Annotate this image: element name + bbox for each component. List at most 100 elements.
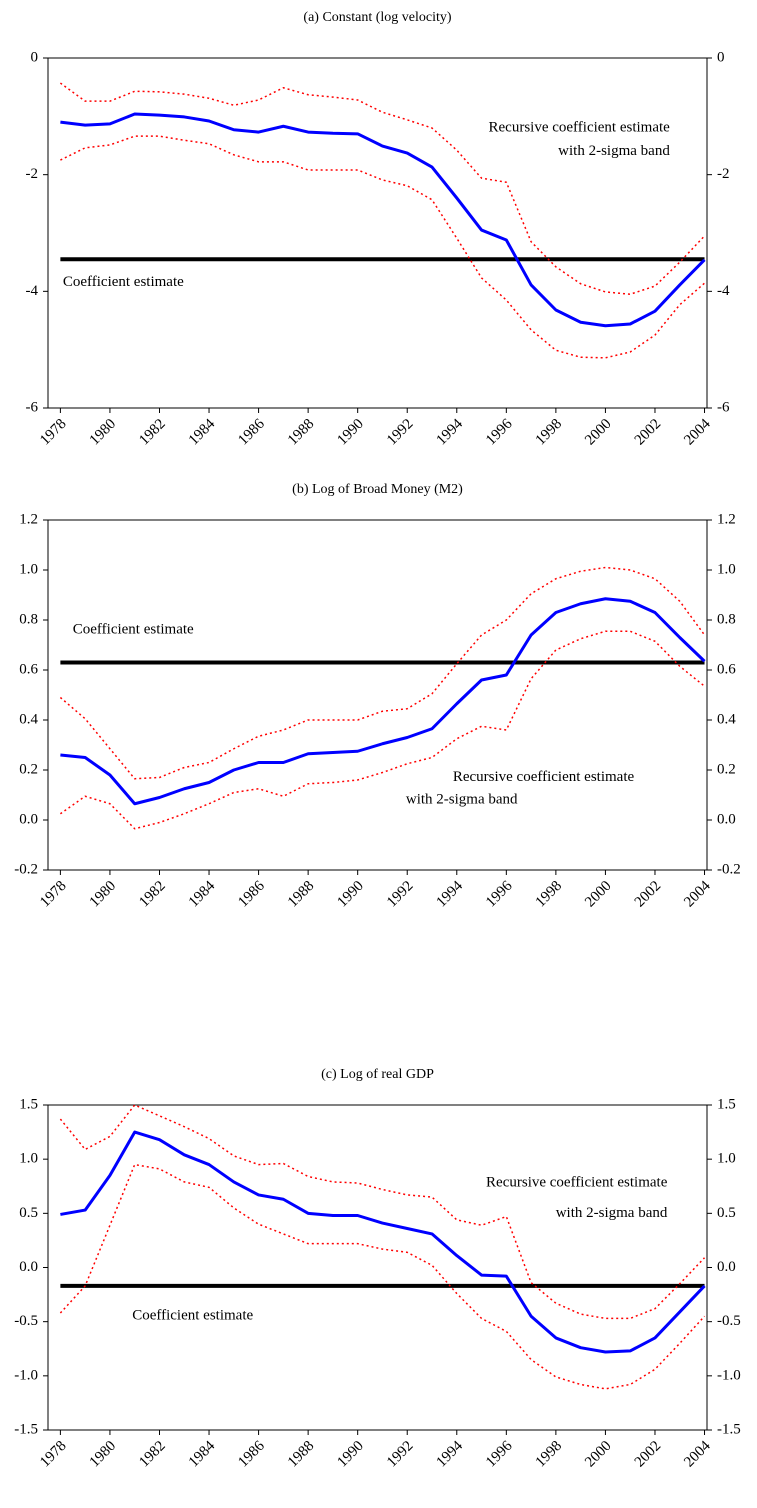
band-label: Recursive coefficient estimate	[489, 119, 671, 135]
x-tick-label: 2004	[681, 878, 714, 911]
x-tick-label: 2004	[681, 1438, 714, 1471]
x-tick-label: 1978	[37, 878, 70, 911]
x-tick-label: 1990	[334, 1438, 367, 1471]
x-tick-label: 1988	[285, 416, 318, 449]
plot-frame	[47, 1104, 708, 1431]
band-label: Recursive coefficient estimate	[486, 1174, 668, 1190]
band-line	[60, 135, 706, 359]
band-line	[59, 82, 706, 295]
x-tick-label: 1998	[533, 416, 566, 449]
x-tick-label: 2002	[632, 878, 665, 911]
y2-tick-label: 1.2	[717, 511, 736, 527]
y-tick-label: 0.8	[19, 611, 38, 627]
y-tick-label: -4	[26, 283, 39, 299]
chart-title: (b) Log of Broad Money (M2)	[292, 482, 463, 497]
plot-frame	[47, 57, 708, 409]
band-label: Recursive coefficient estimate	[453, 769, 635, 785]
x-tick-label: 1996	[483, 416, 516, 449]
y-tick-label: -2	[26, 166, 39, 182]
y2-tick-label: -2	[717, 166, 730, 182]
y2-tick-label: 0.8	[717, 611, 736, 627]
y-tick-label: 0.0	[19, 1259, 38, 1275]
x-tick-label: 1980	[87, 1438, 120, 1471]
chart-title: (a) Constant (log velocity)	[303, 10, 451, 25]
x-tick-label: 1986	[235, 878, 268, 911]
y-tick-label: -0.2	[14, 861, 38, 877]
x-tick-label: 2000	[582, 878, 615, 911]
y2-tick-label: 0.2	[717, 761, 736, 777]
band-label: with 2-sigma band	[406, 791, 518, 807]
y-tick-label: 0.2	[19, 761, 38, 777]
band-line	[59, 630, 705, 830]
y2-tick-label: -1.0	[717, 1367, 741, 1383]
reference-label: Coefficient estimate	[132, 1308, 253, 1324]
x-tick-label: 2000	[582, 416, 615, 449]
band-line	[59, 1163, 706, 1390]
y-tick-label: 0.5	[19, 1205, 38, 1221]
y2-tick-label: -4	[717, 283, 730, 299]
band-line	[59, 566, 706, 780]
x-tick-label: 2004	[681, 416, 714, 449]
y2-tick-label: 1.0	[717, 561, 736, 577]
x-tick-label: 1990	[334, 878, 367, 911]
y2-tick-label: 0.4	[717, 711, 736, 727]
x-tick-label: 1982	[136, 878, 169, 911]
estimate-line	[60, 1130, 706, 1354]
y-tick-label: -6	[26, 399, 39, 415]
x-tick-label: 1996	[483, 878, 516, 911]
x-tick-label: 2000	[582, 1438, 615, 1471]
x-tick-label: 1994	[434, 878, 467, 911]
x-tick-label: 1988	[285, 878, 318, 911]
reference-label: Coefficient estimate	[63, 274, 184, 290]
reference-label: Coefficient estimate	[73, 621, 194, 637]
y2-tick-label: -6	[717, 399, 730, 415]
estimate-line	[60, 112, 706, 328]
y-tick-label: 0.6	[19, 661, 38, 677]
x-tick-label: 1986	[235, 1438, 268, 1471]
x-tick-label: 1980	[87, 416, 120, 449]
x-tick-label: 1992	[384, 878, 417, 911]
y2-tick-label: 1.5	[717, 1096, 736, 1112]
band-line	[59, 1104, 706, 1320]
x-tick-label: 1998	[533, 1438, 566, 1471]
y2-tick-label: -1.5	[717, 1421, 741, 1437]
y-tick-label: 0	[31, 49, 39, 65]
y2-tick-label: 0.0	[717, 1259, 736, 1275]
x-tick-label: 1984	[186, 416, 219, 449]
y-tick-label: 1.0	[19, 1151, 38, 1167]
y2-tick-label: 1.0	[717, 1151, 736, 1167]
x-tick-label: 1992	[384, 416, 417, 449]
x-tick-label: 1992	[384, 1438, 417, 1471]
y-tick-label: 1.0	[19, 561, 38, 577]
chart-title: (c) Log of real GDP	[321, 1067, 434, 1082]
x-tick-label: 1984	[186, 1438, 219, 1471]
y-tick-label: -1.5	[14, 1421, 38, 1437]
x-tick-label: 1996	[483, 1438, 516, 1471]
x-tick-label: 1978	[37, 1438, 70, 1471]
y-tick-label: 0.0	[19, 811, 38, 827]
plot-frame	[47, 519, 708, 871]
x-tick-label: 1980	[87, 878, 120, 911]
x-tick-label: 1994	[434, 416, 467, 449]
band-label: with 2-sigma band	[556, 1205, 668, 1221]
y-tick-label: 1.2	[19, 511, 38, 527]
x-tick-label: 1994	[434, 1438, 467, 1471]
y2-tick-label: 0.5	[717, 1205, 736, 1221]
x-tick-label: 2002	[632, 416, 665, 449]
estimate-line	[60, 597, 706, 806]
y2-tick-label: -0.5	[717, 1313, 741, 1329]
x-tick-label: 1986	[235, 416, 268, 449]
y2-tick-label: -0.2	[717, 861, 741, 877]
x-tick-label: 2002	[632, 1438, 665, 1471]
x-tick-label: 1984	[186, 878, 219, 911]
y2-tick-label: 0	[717, 49, 725, 65]
x-tick-label: 1982	[136, 416, 169, 449]
x-tick-label: 1990	[334, 416, 367, 449]
band-label: with 2-sigma band	[558, 143, 670, 159]
y-tick-label: 0.4	[19, 711, 38, 727]
x-tick-label: 1998	[533, 878, 566, 911]
y-tick-label: 1.5	[19, 1096, 38, 1112]
y2-tick-label: 0.0	[717, 811, 736, 827]
